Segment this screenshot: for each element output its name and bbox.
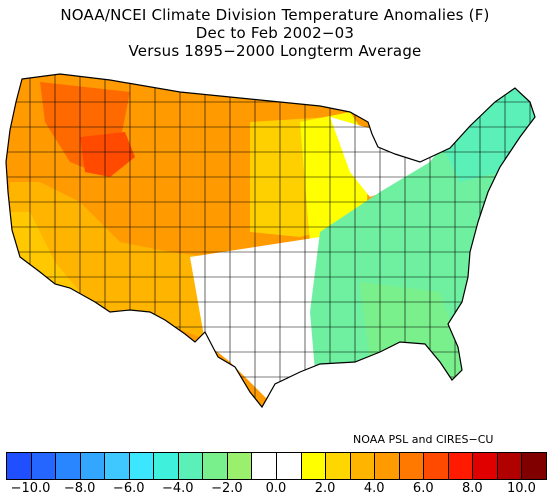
legend-tick-label: 8.0: [462, 481, 483, 496]
legend-tick-label: −10.0: [10, 481, 51, 496]
color-legend: [6, 452, 547, 480]
legend-tick-label: −8.0: [63, 481, 96, 496]
region-idaho-hot: [80, 132, 135, 177]
map-baseline: Versus 1895−2000 Longterm Average: [128, 42, 422, 60]
us-anomaly-map: [5, 73, 536, 408]
credit-text: NOAA PSL and CIRES−CU: [353, 433, 494, 446]
legend-swatch: [300, 452, 327, 480]
legend-swatch: [496, 452, 523, 480]
legend-swatch: [325, 452, 351, 480]
legend-swatch: [472, 452, 498, 480]
legend-tick-label: 0.0: [265, 481, 287, 496]
legend-swatch: [521, 452, 547, 480]
legend-swatch: [398, 452, 425, 480]
legend-tick-label: 2.0: [314, 481, 336, 496]
legend-swatch: [30, 452, 57, 480]
legend-swatch: [226, 452, 253, 480]
legend-swatch: [55, 452, 81, 480]
legend-tick-label: −6.0: [112, 481, 145, 496]
legend-tick-label: 10.0: [506, 481, 536, 496]
legend-swatch: [6, 452, 32, 480]
legend-swatch: [276, 452, 302, 480]
legend-tick-label: −2.0: [211, 481, 243, 496]
legend-tick-label: 6.0: [412, 481, 434, 496]
legend-swatch: [251, 452, 277, 480]
legend-swatch: [177, 452, 204, 480]
legend-swatch: [79, 452, 106, 480]
legend-swatch: [423, 452, 449, 480]
legend-swatch: [349, 452, 376, 480]
map-period: Dec to Feb 2002−03: [195, 24, 355, 42]
legend-tick-label: 4.0: [363, 481, 385, 496]
region-south-central: [190, 237, 330, 402]
region-southwest-light: [6, 182, 220, 337]
legend-tick-label: −4.0: [162, 481, 194, 496]
legend-swatch: [447, 452, 474, 480]
division-grid: [6, 74, 535, 407]
legend-swatch: [104, 452, 130, 480]
legend-swatch: [374, 452, 400, 480]
legend-swatch: [128, 452, 155, 480]
legend-swatch: [153, 452, 179, 480]
legend-swatch: [202, 452, 228, 480]
map-title: NOAA/NCEI Climate Division Temperature A…: [60, 6, 490, 24]
